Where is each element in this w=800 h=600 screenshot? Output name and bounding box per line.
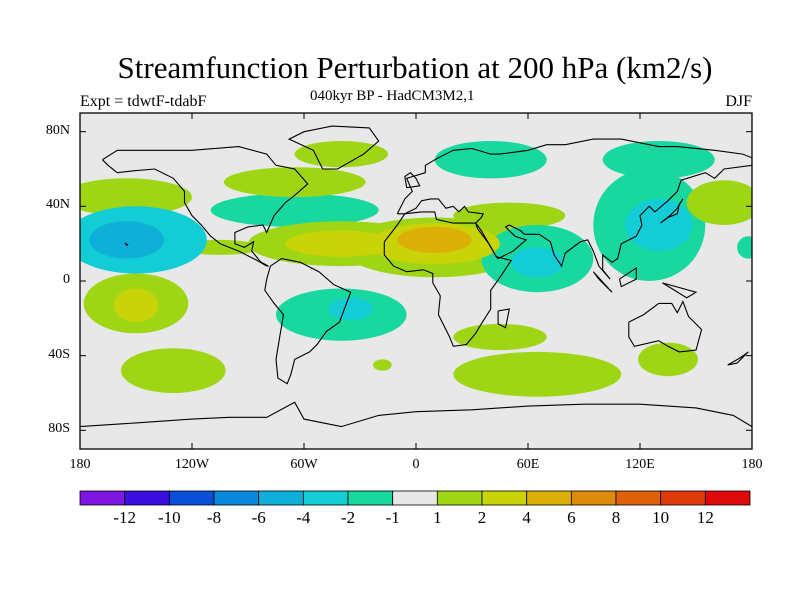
colorbar-swatch [79,490,126,506]
colorbar-label: -2 [340,508,356,527]
y-tick-label: 80N [45,122,70,138]
x-tick-label: 60W [290,457,318,472]
colorbar-label: -12 [113,508,136,527]
x-tick-label: 0 [412,457,420,472]
colorbar-swatch [615,490,662,506]
colorbar-label: -4 [296,508,311,527]
coastline [80,401,752,428]
colorbar-swatch [660,490,706,506]
colorbar-swatch [347,490,394,506]
coastline [618,266,637,288]
coastline [662,282,698,299]
colorbar-label: 12 [696,508,714,527]
anomaly-region [453,323,547,351]
season-label: DJF [725,93,752,110]
coastlines [80,125,752,428]
chart-subtitle: 040kyr BP - HadCM3M2,1 [310,88,475,104]
colorbar-label: 10 [652,508,670,527]
coastline [404,171,421,189]
y-tick-label: 80S [48,421,70,437]
coastline [497,308,510,329]
anomaly-region [737,236,752,259]
anomaly-region [285,230,398,257]
colorbar-swatch [526,490,572,506]
anomaly-field [80,141,752,397]
y-tick-label: 40S [48,346,70,362]
anomaly-region [638,342,698,377]
anomaly-region [113,288,159,323]
coastline [727,351,749,366]
x-tick-label: 60E [516,457,540,472]
anomaly-region [453,202,566,229]
colorbar-label: 4 [522,508,531,527]
experiment-label: Expt = tdwtF-tdabF [80,93,207,110]
colorbar-swatch [302,490,349,506]
x-tick-label: 120W [174,457,210,472]
colorbar-label: -1 [385,508,400,527]
coastline [383,211,513,347]
anomaly-region [210,193,379,227]
colorbar-swatch [481,490,528,506]
coastline [264,258,352,385]
x-tick-label: 120E [625,457,655,472]
tick-marks [79,113,753,449]
coastline [124,242,129,246]
anomaly-region [602,141,715,179]
x-tick-label: 180 [69,457,91,472]
anomaly-region [397,226,473,253]
anomaly-region [434,141,547,179]
coastline [102,146,309,267]
colorbar-label: 2 [477,508,487,527]
colorbar-swatch [704,490,751,506]
colorbar-swatch [570,490,617,506]
anomaly-region [625,198,693,252]
anomaly-region [223,167,366,198]
anomaly-region [511,247,564,278]
colorbar-label: -6 [251,508,266,527]
y-tick-label: 0 [63,272,70,287]
anomaly-region [328,297,374,321]
anomaly-region [373,359,392,371]
colorbar-label: 1 [433,508,442,527]
colorbar-swatch [392,490,438,506]
colorbar-label: 6 [567,508,576,527]
colorbar-swatch [124,490,170,506]
colorbar-swatch [168,490,215,506]
coastline [592,271,613,293]
colorbar-label: -10 [157,508,181,527]
y-tick-label: 40N [45,197,70,213]
chart-title: Streamfunction Perturbation at 200 hPa (… [117,50,713,85]
anomaly-region [89,221,164,259]
colorbar-swatch [258,490,304,506]
colorbar-swatch [213,490,260,506]
anomaly-region [453,351,622,397]
coastline [660,198,684,224]
x-tick-label: 180 [741,457,763,472]
coastline [287,125,380,170]
colorbar-swatch [436,490,483,506]
colorbar-label: 8 [611,508,621,527]
coastline [396,138,752,280]
colorbar-label: -8 [206,508,222,527]
anomaly-region [686,180,752,225]
colorbar [79,490,751,506]
coastline [628,300,703,353]
anomaly-region [80,178,192,216]
anomaly-region [121,348,226,393]
